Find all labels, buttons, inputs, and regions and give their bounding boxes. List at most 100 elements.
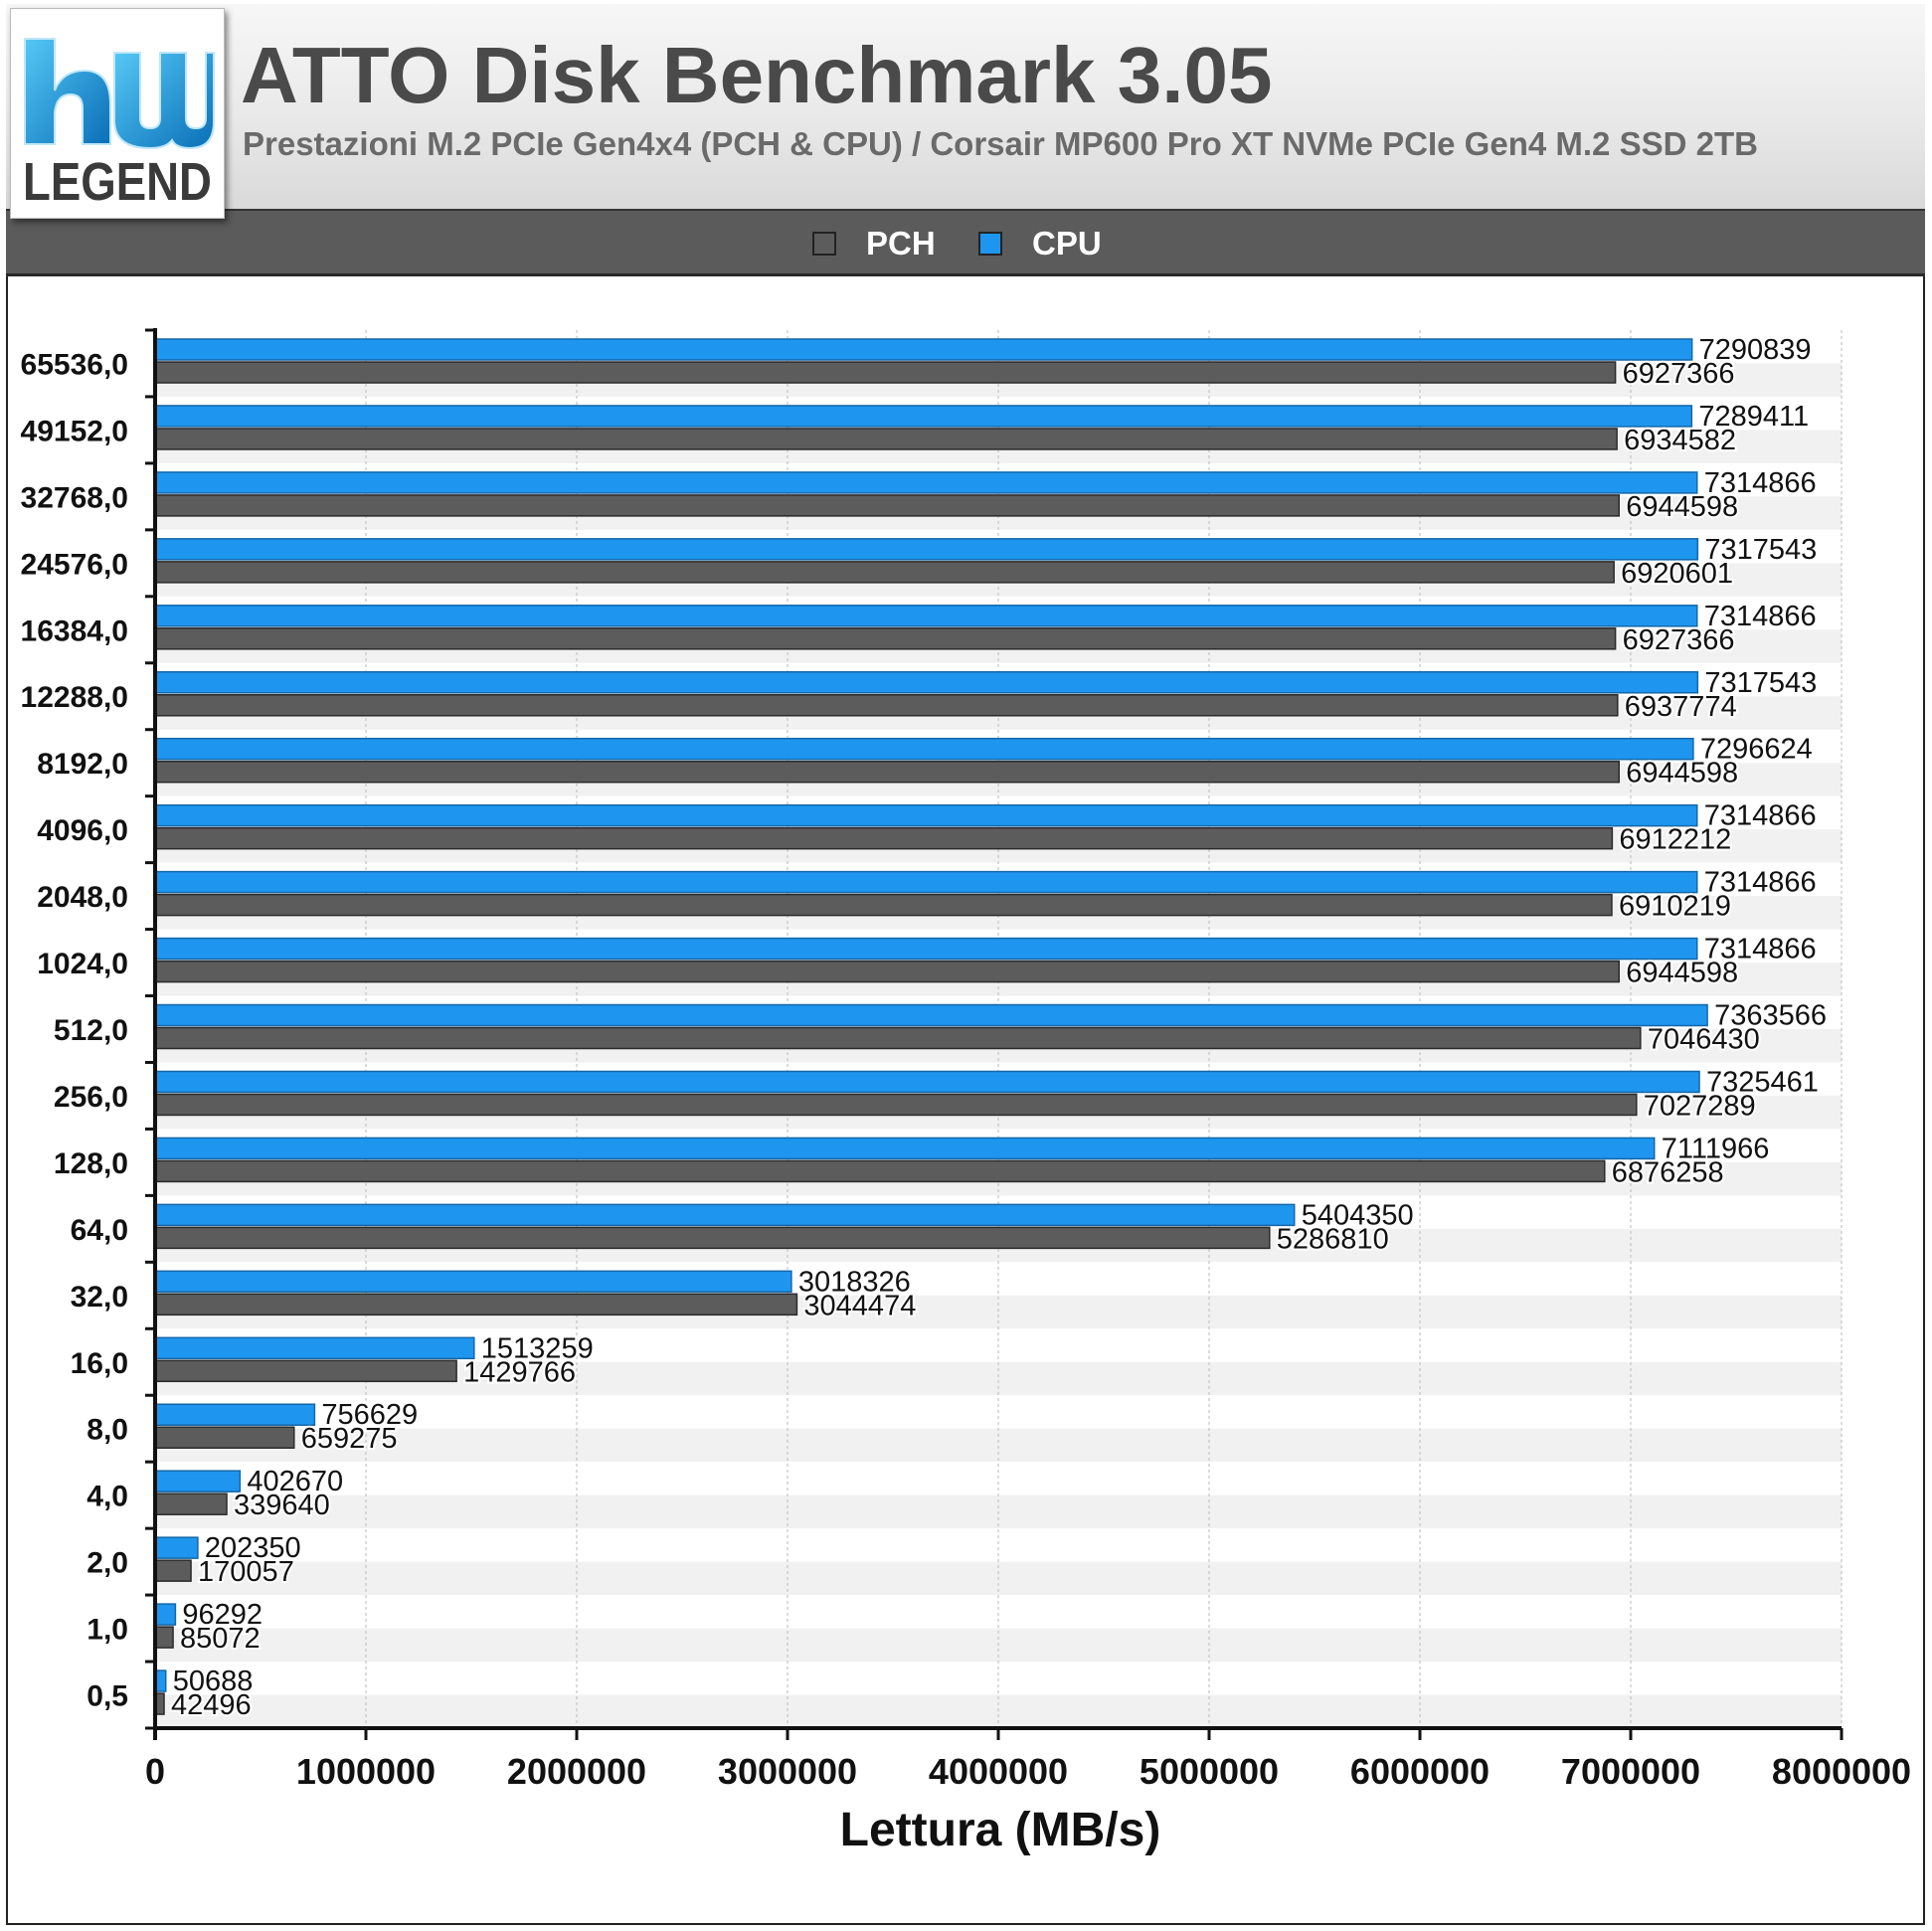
value-label-pch: 339640 [234, 1490, 330, 1521]
chart-title: ATTO Disk Benchmark 3.05 [241, 31, 1273, 119]
value-label-cpu: 7314866 [1704, 601, 1817, 632]
y-tick-label: 49152,0 [21, 415, 128, 447]
y-tick-label: 16,0 [71, 1347, 128, 1380]
svg-text:LEGEND: LEGEND [23, 152, 212, 212]
value-label-pch: 6937774 [1625, 691, 1737, 723]
value-label-pch: 6944598 [1626, 958, 1738, 989]
y-tick-label: 512,0 [54, 1014, 128, 1047]
bar-cpu [154, 1536, 199, 1559]
bar-cpu [154, 671, 1699, 694]
value-label-cpu: 7289411 [1698, 401, 1809, 433]
bar-cpu [154, 1003, 1708, 1027]
y-tick-label: 4,0 [87, 1481, 128, 1513]
y-tick-label: 1024,0 [37, 948, 128, 980]
value-label-cpu: 7290839 [1699, 334, 1812, 366]
legend-label-pch: PCH [866, 225, 936, 262]
y-tick-label: 8192,0 [37, 748, 128, 781]
hwlegend-logo-mark: LEGEND [23, 38, 215, 212]
value-label-pch: 42496 [171, 1689, 252, 1721]
bar-cpu [154, 1070, 1700, 1094]
bar-pch [154, 1026, 1642, 1050]
bar-cpu [154, 1603, 177, 1626]
bar-pch [154, 826, 1614, 850]
x-axis-title: Lettura (MB/s) [840, 1804, 1161, 1856]
value-label-cpu: 7111966 [1662, 1133, 1770, 1164]
value-label-pch: 1429766 [463, 1356, 576, 1388]
value-label-pch: 6910219 [1619, 891, 1731, 923]
value-label-cpu: 402670 [247, 1466, 343, 1497]
value-label-pch: 170057 [198, 1556, 294, 1588]
value-label-pch: 6944598 [1626, 491, 1738, 523]
value-label-cpu: 1513259 [481, 1332, 594, 1364]
value-label-pch: 6927366 [1623, 624, 1735, 656]
value-label-cpu: 3018326 [798, 1266, 911, 1298]
legend-item-cpu: CPU [978, 225, 1102, 262]
bar-pch [154, 893, 1613, 917]
x-tick-label: 7000000 [1561, 1751, 1700, 1792]
y-tick-label: 2,0 [87, 1547, 128, 1580]
bar-cpu [154, 538, 1699, 561]
bar-pch [154, 361, 1617, 384]
legend-swatch-pch [812, 232, 836, 256]
row-background [155, 1528, 1842, 1562]
x-tick-label: 8000000 [1772, 1751, 1911, 1792]
x-tick-label: 5000000 [1140, 1751, 1279, 1792]
row-background [155, 1595, 1842, 1629]
value-label-cpu: 7314866 [1704, 467, 1817, 499]
chart-header [6, 4, 1925, 211]
value-label-cpu: 7317543 [1704, 667, 1817, 699]
bar-cpu [154, 605, 1698, 627]
bar-pch [154, 1159, 1606, 1183]
bar-pch [154, 1093, 1638, 1117]
value-label-pch: 659275 [301, 1423, 398, 1455]
x-tick-label: 1000000 [296, 1751, 436, 1792]
x-tick-label: 6000000 [1350, 1751, 1490, 1792]
x-tick-label: 4000000 [929, 1751, 1068, 1792]
value-label-cpu: 202350 [205, 1532, 301, 1564]
y-tick-label: 64,0 [71, 1214, 128, 1247]
value-label-pch: 3044474 [803, 1290, 916, 1321]
legend-label-cpu: CPU [1032, 225, 1102, 262]
value-label-cpu: 7317543 [1704, 534, 1817, 566]
value-label-pch: 6912212 [1619, 824, 1731, 856]
bar-pch [154, 1492, 228, 1515]
bar-pch [154, 760, 1621, 784]
bar-cpu [154, 338, 1693, 361]
bar-pch [154, 960, 1621, 983]
y-tick-label: 256,0 [54, 1081, 128, 1114]
bar-pch [154, 1426, 295, 1449]
bar-cpu [154, 1470, 242, 1492]
value-label-pch: 6876258 [1612, 1156, 1724, 1188]
x-tick-label: 3000000 [718, 1751, 857, 1792]
bar-cpu [154, 1137, 1656, 1160]
row-background [155, 1428, 1842, 1463]
chart-subtitle: Prestazioni M.2 PCIe Gen4x4 (PCH & CPU) … [243, 125, 1758, 162]
y-tick-label: 1,0 [87, 1614, 128, 1647]
bar-cpu [154, 737, 1694, 761]
value-label-cpu: 7314866 [1704, 867, 1817, 899]
bar-cpu [154, 1336, 475, 1360]
x-tick-label: 2000000 [507, 1751, 646, 1792]
legend-swatch-cpu [978, 232, 1002, 256]
y-tick-label: 12288,0 [21, 681, 128, 714]
bar-pch [154, 1359, 457, 1383]
value-label-cpu: 50688 [173, 1666, 254, 1697]
value-label-pch: 6920601 [1621, 558, 1733, 590]
value-label-pch: 7027289 [1644, 1090, 1756, 1122]
y-tick-label: 24576,0 [21, 548, 128, 581]
y-tick-label: 65536,0 [21, 348, 128, 381]
bar-cpu [154, 870, 1698, 894]
value-label-cpu: 7325461 [1706, 1066, 1819, 1098]
value-label-pch: 6927366 [1623, 358, 1735, 390]
y-tick-label: 16384,0 [21, 614, 128, 647]
y-tick-label: 8,0 [87, 1414, 128, 1447]
value-label-cpu: 7314866 [1704, 934, 1817, 966]
y-tick-label: 32768,0 [21, 481, 128, 514]
bar-pch [154, 694, 1619, 717]
bar-cpu [154, 803, 1698, 827]
value-label-pch: 5286810 [1277, 1223, 1389, 1255]
value-label-cpu: 96292 [182, 1599, 263, 1631]
hwlegend-logo: LEGEND [10, 8, 225, 219]
bar-cpu [154, 937, 1698, 961]
